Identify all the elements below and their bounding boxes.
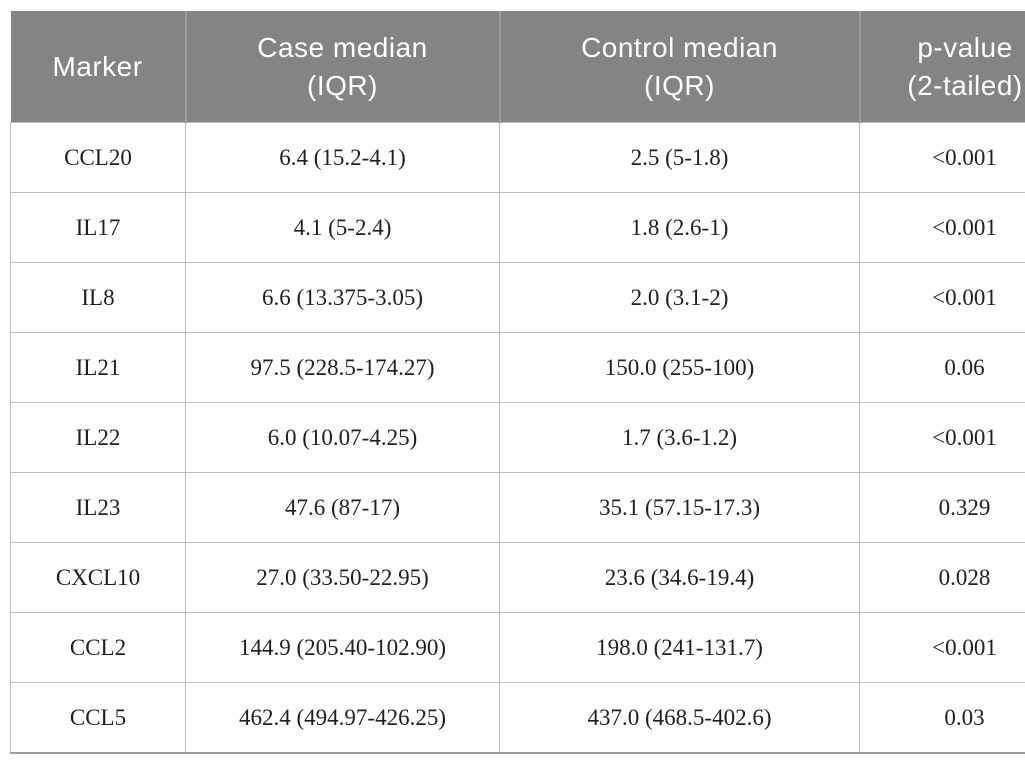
table-row: IL22 6.0 (10.07-4.25) 1.7 (3.6-1.2) <0.0… [10,402,1025,473]
cell-control-median: 150.0 (255-100) [499,332,860,403]
table-row: IL17 4.1 (5-2.4) 1.8 (2.6-1) <0.001 [10,192,1025,263]
header-cell-case-median: Case median (IQR) [184,11,500,123]
cell-control-median: 2.0 (3.1-2) [499,262,860,333]
header-label-line2: (IQR) [644,69,715,101]
header-label-line1: Control median [581,31,778,63]
cell-marker: IL21 [10,332,186,403]
header-cell-control-median: Control median (IQR) [498,11,860,123]
table-row: IL23 47.6 (87-17) 35.1 (57.15-17.3) 0.32… [10,472,1025,543]
cell-p-value: <0.001 [859,122,1025,193]
cell-marker: CXCL10 [10,542,186,613]
table-header: Marker Case median (IQR) Control median … [10,11,1025,123]
table-row: CCL20 6.4 (15.2-4.1) 2.5 (5-1.8) <0.001 [10,122,1025,193]
cell-marker: IL17 [10,192,186,263]
cell-control-median: 437.0 (468.5-402.6) [499,682,860,754]
cell-control-median: 23.6 (34.6-19.4) [499,542,860,613]
cell-case-median: 47.6 (87-17) [185,472,500,543]
cell-case-median: 144.9 (205.40-102.90) [185,612,500,683]
header-label-line1: Marker [52,50,143,82]
header-label-line1: p-value [917,31,1013,63]
cell-control-median: 35.1 (57.15-17.3) [499,472,860,543]
cell-case-median: 27.0 (33.50-22.95) [185,542,500,613]
cell-case-median: 6.6 (13.375-3.05) [185,262,500,333]
cell-control-median: 1.8 (2.6-1) [499,192,860,263]
cell-p-value: 0.329 [859,472,1025,543]
cell-control-median: 1.7 (3.6-1.2) [499,402,860,473]
cell-marker: CCL2 [10,612,186,683]
cell-p-value: 0.028 [859,542,1025,613]
cell-case-median: 4.1 (5-2.4) [185,192,500,263]
header-label-line1: Case median [257,31,428,63]
cell-marker: IL8 [10,262,186,333]
cell-p-value: <0.001 [859,262,1025,333]
cell-p-value: <0.001 [859,192,1025,263]
cell-marker: CCL5 [10,682,186,754]
cell-case-median: 97.5 (228.5-174.27) [185,332,500,403]
table-body: CCL20 6.4 (15.2-4.1) 2.5 (5-1.8) <0.001 … [10,122,1025,754]
header-cell-p-value: p-value (2-tailed) [858,11,1025,123]
cell-case-median: 6.0 (10.07-4.25) [185,402,500,473]
header-label-line2: (2-tailed) [907,69,1023,101]
cell-case-median: 462.4 (494.97-426.25) [185,682,500,754]
markers-comparison-table: Marker Case median (IQR) Control median … [10,11,1025,754]
cell-marker: IL22 [10,402,186,473]
table-row: IL8 6.6 (13.375-3.05) 2.0 (3.1-2) <0.001 [10,262,1025,333]
cell-p-value: <0.001 [859,612,1025,683]
cell-marker: CCL20 [10,122,186,193]
cell-case-median: 6.4 (15.2-4.1) [185,122,500,193]
cell-p-value: <0.001 [859,402,1025,473]
header-cell-marker: Marker [10,11,186,123]
header-label-line2: (IQR) [307,69,378,101]
table-row: CXCL10 27.0 (33.50-22.95) 23.6 (34.6-19.… [10,542,1025,613]
header-row: Marker Case median (IQR) Control median … [10,11,1025,123]
table-row: IL21 97.5 (228.5-174.27) 150.0 (255-100)… [10,332,1025,403]
cell-control-median: 198.0 (241-131.7) [499,612,860,683]
table-row: CCL2 144.9 (205.40-102.90) 198.0 (241-13… [10,612,1025,683]
table-row: CCL5 462.4 (494.97-426.25) 437.0 (468.5-… [10,682,1025,754]
cell-p-value: 0.03 [859,682,1025,754]
cell-control-median: 2.5 (5-1.8) [499,122,860,193]
cell-marker: IL23 [10,472,186,543]
cell-p-value: 0.06 [859,332,1025,403]
